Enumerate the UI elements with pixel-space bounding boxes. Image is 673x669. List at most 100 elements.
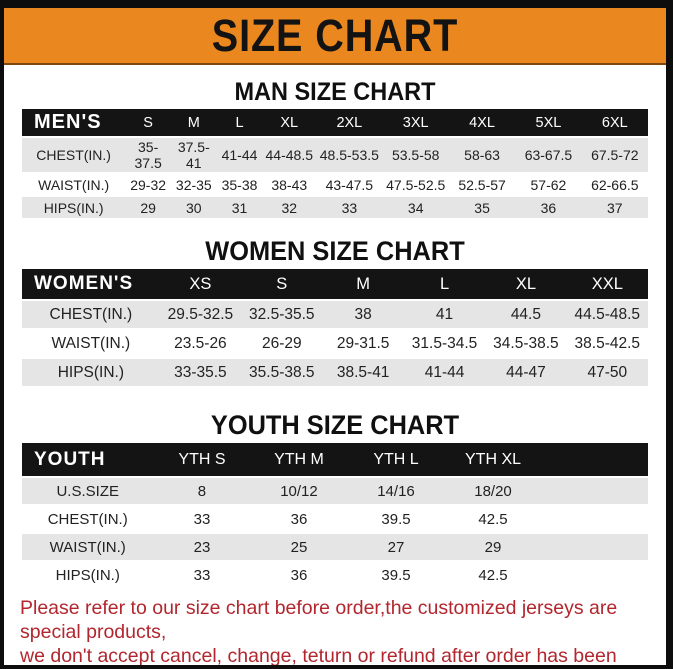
size-column-header: M [322,269,404,299]
measurement-row: WAIST(IN.) 23 25 27 29 [22,534,648,560]
size-value-cell: 52.5-57 [448,174,516,195]
size-value-cell: 38-43 [262,174,317,195]
size-value-cell: 57-62 [515,174,582,195]
size-value-cell: 23 [153,534,251,560]
size-column-header: YTH XL [444,443,542,476]
size-value-cell: 67.5-72 [581,138,648,172]
size-column-header: 4XL [448,109,516,136]
youth-size-table: YOUTH YTH S YTH M YTH L YTH XL U.S.SIZE 8 10/12… [22,441,648,590]
measurement-row: HIPS(IN.) 29 30 31 32 33 34 35 36 37 [22,197,648,218]
disclaimer-line-1: Please refer to our size chart before or… [20,597,618,643]
size-value-cell: 42.5 [444,506,542,532]
size-value-cell: 36 [250,562,348,588]
disclaimer-line-2: we don't accept cancel, change, teturn o… [20,645,617,665]
size-value-cell: 31 [216,197,263,218]
measurement-row: CHEST(IN.) 35-37.5 37.5-41 41-44 44-48.5 48.5… [22,138,648,172]
men-table-title-cell: MEN'S [22,109,126,136]
size-column-header: L [216,109,263,136]
spacer-cell [541,506,648,532]
measurement-row: WAIST(IN.) 29-32 32-35 35-38 38-43 43-47.5 47.… [22,174,648,195]
row-label-cell: HIPS(IN.) [22,562,154,588]
size-column-header: XXL [566,269,648,299]
size-value-cell: 39.5 [347,506,445,532]
size-value-cell: 33 [153,562,251,588]
row-label-cell: WAIST(IN.) [22,330,160,357]
youth-header-row: YOUTH YTH S YTH M YTH L YTH XL [22,443,648,476]
size-value-cell: 14/16 [347,478,445,504]
size-value-cell: 44.5-48.5 [566,301,648,328]
size-value-cell: 23.5-26 [159,330,242,357]
measurement-row: CHEST(IN.) 29.5-32.5 32.5-35.5 38 41 44.5 44.5… [22,301,648,328]
size-column-header: XL [262,109,317,136]
measurement-row: HIPS(IN.) 33-35.5 35.5-38.5 38.5-41 41-44 44-… [22,359,648,386]
men-chart-heading: MAN SIZE CHART [234,78,436,106]
size-value-cell: 63-67.5 [515,138,582,172]
youth-chart-heading: YOUTH SIZE CHART [210,410,460,440]
size-value-cell: 30 [170,197,217,218]
size-value-cell: 32 [262,197,317,218]
size-column-header: 2XL [316,109,383,136]
size-value-cell: 44-47 [485,359,567,386]
size-value-cell: 44-48.5 [262,138,317,172]
measurement-row: WAIST(IN.) 23.5-26 26-29 29-31.5 31.5-34.5 34… [22,330,648,357]
size-value-cell: 62-66.5 [581,174,648,195]
measurement-row: CHEST(IN.) 33 36 39.5 42.5 [22,506,648,532]
size-value-cell: 18/20 [444,478,542,504]
size-value-cell: 44.5 [485,301,567,328]
size-value-cell: 53.5-58 [382,138,449,172]
size-value-cell: 41 [403,301,486,328]
size-value-cell: 41-44 [216,138,263,172]
size-value-cell: 33 [153,506,251,532]
women-header-row: WOMEN'S XS S M L XL XXL [22,269,648,299]
size-value-cell: 33 [316,197,383,218]
page-title: SIZE CHART [211,10,459,61]
size-value-cell: 33-35.5 [159,359,242,386]
youth-size-section: YOUTH SIZE CHART YOUTH YTH S YTH M YTH L YTH… [4,410,666,590]
order-disclaimer: Please refer to our size chart before or… [20,596,666,665]
size-column-header: S [241,269,323,299]
size-value-cell: 35.5-38.5 [241,359,323,386]
size-chart-page: SIZE CHART MAN SIZE CHART MEN'S S M L XL 2XL 3… [4,8,666,665]
size-value-cell: 27 [347,534,445,560]
youth-table-title-cell: YOUTH [22,443,154,476]
size-value-cell: 38.5-42.5 [566,330,648,357]
women-size-table: WOMEN'S XS S M L XL XXL CHEST(IN.) 29.5-32.5 32.5… [22,267,648,388]
size-column-header: S [125,109,171,136]
row-label-cell: HIPS(IN.) [22,197,126,218]
size-value-cell: 36 [515,197,582,218]
size-value-cell: 36 [250,506,348,532]
spacer-cell [541,443,648,476]
size-value-cell: 34 [382,197,449,218]
size-column-header: YTH L [347,443,445,476]
size-value-cell: 34.5-38.5 [485,330,567,357]
spacer-cell [541,562,648,588]
men-size-section: MAN SIZE CHART MEN'S S M L XL 2XL 3XL 4XL 5XL 6XL… [4,78,666,220]
size-value-cell: 10/12 [250,478,348,504]
row-label-cell: WAIST(IN.) [22,534,154,560]
size-value-cell: 29 [125,197,171,218]
size-column-header: M [170,109,217,136]
spacer-cell [541,478,648,504]
row-label-cell: HIPS(IN.) [22,359,160,386]
size-value-cell: 42.5 [444,562,542,588]
size-column-header: 6XL [581,109,648,136]
size-value-cell: 58-63 [448,138,516,172]
row-label-cell: CHEST(IN.) [22,138,126,172]
size-value-cell: 29.5-32.5 [159,301,242,328]
men-header-row: MEN'S S M L XL 2XL 3XL 4XL 5XL 6XL [22,109,648,136]
size-value-cell: 25 [250,534,348,560]
size-value-cell: 35 [448,197,516,218]
size-column-header: XS [159,269,242,299]
size-value-cell: 26-29 [241,330,323,357]
size-value-cell: 29-32 [125,174,171,195]
size-value-cell: 43-47.5 [316,174,383,195]
size-value-cell: 39.5 [347,562,445,588]
size-value-cell: 37.5-41 [170,138,217,172]
size-column-header: 3XL [382,109,449,136]
men-size-table: MEN'S S M L XL 2XL 3XL 4XL 5XL 6XL CHEST(IN.) 35-37… [22,107,648,220]
size-value-cell: 35-37.5 [125,138,171,172]
size-value-cell: 35-38 [216,174,263,195]
size-value-cell: 38.5-41 [322,359,404,386]
title-banner: SIZE CHART [4,8,666,65]
women-chart-heading: WOMEN SIZE CHART [205,236,465,266]
